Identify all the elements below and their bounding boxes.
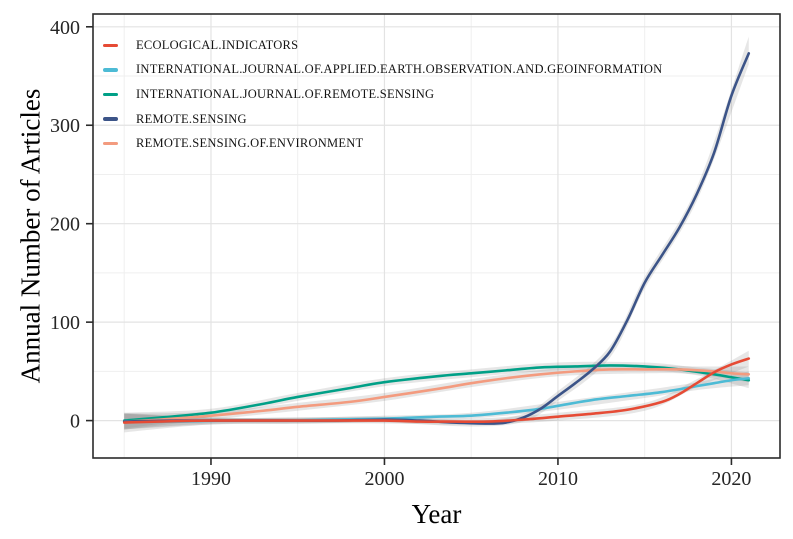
legend-item: ECOLOGICAL.INDICATORS xyxy=(103,33,662,58)
chart-legend: ECOLOGICAL.INDICATORS INTERNATIONAL.JOURN… xyxy=(103,33,662,156)
panel-border xyxy=(92,13,781,459)
legend-key-swatch xyxy=(103,141,118,146)
x-axis-title: Year xyxy=(411,499,462,529)
series-line-ecological-indicators xyxy=(122,357,751,424)
series-group xyxy=(122,36,751,433)
y-tick-label: 300 xyxy=(50,115,80,137)
legend-key-swatch xyxy=(103,68,118,72)
legend-item: INTERNATIONAL.JOURNAL.OF.APPLIED.EARTH.O… xyxy=(103,58,662,83)
legend-item-label: REMOTE.SENSING xyxy=(136,111,247,126)
y-axis-title: Annual Number of Articles xyxy=(15,88,46,384)
legend-key-swatch xyxy=(103,43,118,48)
x-tick-label: 2020 xyxy=(711,468,751,490)
legend-item-label: INTERNATIONAL.JOURNAL.OF.REMOTE.SENSING xyxy=(136,86,435,101)
confidence-band xyxy=(124,365,749,430)
legend-key-swatch xyxy=(103,117,118,121)
confidence-band xyxy=(124,350,749,433)
y-tick-label: 0 xyxy=(70,411,80,433)
y-tick-label: 100 xyxy=(50,312,80,334)
x-tick-label: 2010 xyxy=(538,468,578,490)
legend-item: INTERNATIONAL.JOURNAL.OF.REMOTE.SENSING xyxy=(103,82,662,107)
y-tick-label: 400 xyxy=(50,17,80,39)
legend-item: REMOTE.SENSING.OF.ENVIRONMENT xyxy=(103,131,662,156)
y-tick-label: 200 xyxy=(50,214,80,236)
legend-item-label: REMOTE.SENSING.OF.ENVIRONMENT xyxy=(136,136,364,151)
legend-item: REMOTE.SENSING xyxy=(103,107,662,132)
series-line-remote-sensing-of-environment xyxy=(122,367,751,423)
x-tick-label: 2000 xyxy=(364,468,404,490)
x-tick-label: 1990 xyxy=(191,468,231,490)
legend-key-swatch xyxy=(103,92,118,97)
legend-item-label: ECOLOGICAL.INDICATORS xyxy=(136,37,299,52)
legend-item-label: INTERNATIONAL.JOURNAL.OF.APPLIED.EARTH.O… xyxy=(136,62,663,77)
